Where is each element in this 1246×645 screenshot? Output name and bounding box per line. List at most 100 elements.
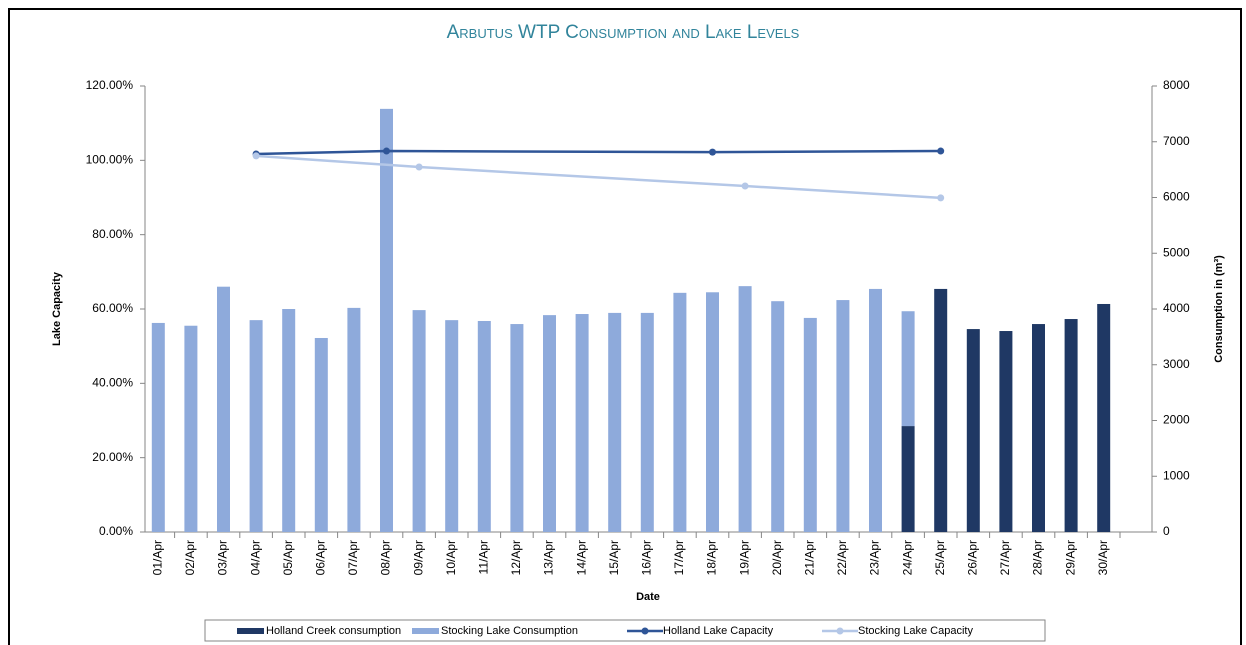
bar [608, 312, 622, 532]
line-marker [709, 148, 716, 156]
y2-tick-label: 5000 [1163, 245, 1190, 259]
x-tick-label: 25/Apr [933, 540, 947, 575]
y2-tick-label: 7000 [1163, 134, 1190, 148]
y-tick-label: 40.00% [92, 376, 133, 390]
bar [934, 288, 948, 532]
legend-box [204, 619, 1046, 642]
bar [706, 292, 719, 532]
x-tick-label: 20/Apr [770, 540, 784, 575]
bar [543, 315, 556, 532]
bar [151, 322, 165, 532]
legend-swatch [412, 628, 439, 634]
y-tick-label: 120.00% [86, 78, 134, 92]
bar [1064, 319, 1078, 532]
x-tick-label: 16/Apr [639, 540, 653, 575]
bar [836, 300, 850, 532]
x-tick-label: 28/Apr [1031, 540, 1045, 575]
bar [1097, 303, 1111, 532]
y-tick-label: 100.00% [86, 153, 134, 167]
y-axis-label: Lake Capacity [51, 271, 63, 346]
chart-title: Arbutus WTP Consumption and Lake Levels [447, 22, 800, 43]
y2-axis-label: Consumption in (m³) [1213, 255, 1225, 363]
x-tick-label: 10/Apr [444, 540, 458, 575]
x-tick-label: 06/Apr [313, 540, 327, 575]
x-tick-label: 27/Apr [998, 540, 1012, 575]
y-tick-label: 60.00% [92, 301, 133, 315]
x-tick-label: 30/Apr [1096, 540, 1110, 575]
y-tick-label: 0.00% [99, 524, 133, 538]
chart-frame [8, 8, 1242, 645]
line [256, 149, 941, 156]
line-marker [415, 163, 423, 171]
line [256, 154, 941, 200]
x-tick-label: 11/Apr [476, 540, 490, 574]
x-tick-label: 22/Apr [835, 540, 849, 575]
y2-tick-label: 0 [1163, 524, 1170, 538]
legend-label: Holland Lake Capacity [663, 625, 774, 637]
legend-label: Stocking Lake Consumption [441, 625, 578, 637]
y2-tick-label: 3000 [1163, 357, 1190, 371]
y-tick-label: 20.00% [92, 450, 133, 464]
bar [803, 317, 817, 532]
legend-swatch [237, 628, 264, 634]
x-tick-label: 26/Apr [965, 540, 979, 575]
bar [575, 314, 589, 532]
y2-tick-label: 1000 [1163, 468, 1190, 482]
x-tick-label: 01/Apr [150, 540, 164, 575]
bar [738, 286, 752, 532]
x-tick-label: 29/Apr [1063, 540, 1077, 575]
y2-tick-label: 4000 [1163, 301, 1190, 315]
line-marker [937, 194, 945, 202]
x-tick-label: 23/Apr [868, 540, 882, 575]
y2-tick-label: 2000 [1163, 413, 1190, 427]
bar [673, 292, 687, 532]
x-tick-label: 18/Apr [705, 540, 719, 575]
x-tick-label: 08/Apr [379, 540, 393, 575]
bar [217, 286, 230, 532]
bar [999, 331, 1013, 532]
x-tick-label: 05/Apr [281, 540, 295, 575]
bar [477, 320, 491, 532]
line-marker [383, 147, 390, 155]
bar [445, 320, 459, 532]
y2-tick-label: 6000 [1163, 190, 1190, 204]
x-axis-label: Date [636, 591, 660, 603]
bar [380, 108, 393, 533]
bar [282, 309, 296, 532]
line-marker [937, 147, 945, 155]
line-marker [252, 152, 260, 160]
bar [1032, 324, 1045, 532]
x-tick-label: 14/Apr [574, 540, 588, 575]
x-tick-label: 17/Apr [672, 540, 686, 575]
bar [640, 312, 654, 532]
bar [901, 426, 915, 532]
y2-tick-label: 8000 [1163, 78, 1190, 92]
bar [347, 307, 361, 532]
line-marker [741, 182, 749, 190]
legend-label: Stocking Lake Capacity [858, 625, 973, 637]
x-tick-label: 19/Apr [737, 540, 751, 575]
bar [771, 301, 785, 532]
x-tick-label: 03/Apr [216, 540, 230, 575]
legend-marker [836, 627, 844, 635]
bar [901, 311, 915, 427]
legend-marker [641, 627, 649, 635]
x-tick-label: 12/Apr [509, 540, 523, 575]
x-tick-label: 15/Apr [607, 540, 621, 575]
bar [869, 288, 882, 532]
x-tick-label: 13/Apr [542, 540, 556, 575]
y-tick-label: 80.00% [92, 227, 133, 241]
x-tick-label: 21/Apr [802, 540, 816, 575]
bar [249, 320, 263, 532]
legend-label: Holland Creek consumption [266, 625, 401, 637]
x-tick-label: 04/Apr [248, 540, 262, 575]
bar [412, 310, 426, 532]
x-tick-label: 24/Apr [900, 540, 914, 575]
bar [314, 337, 328, 532]
x-tick-label: 02/Apr [183, 540, 197, 575]
x-tick-label: 07/Apr [346, 540, 360, 575]
bar [966, 329, 980, 532]
x-tick-label: 09/Apr [411, 540, 425, 575]
bar [184, 325, 198, 532]
